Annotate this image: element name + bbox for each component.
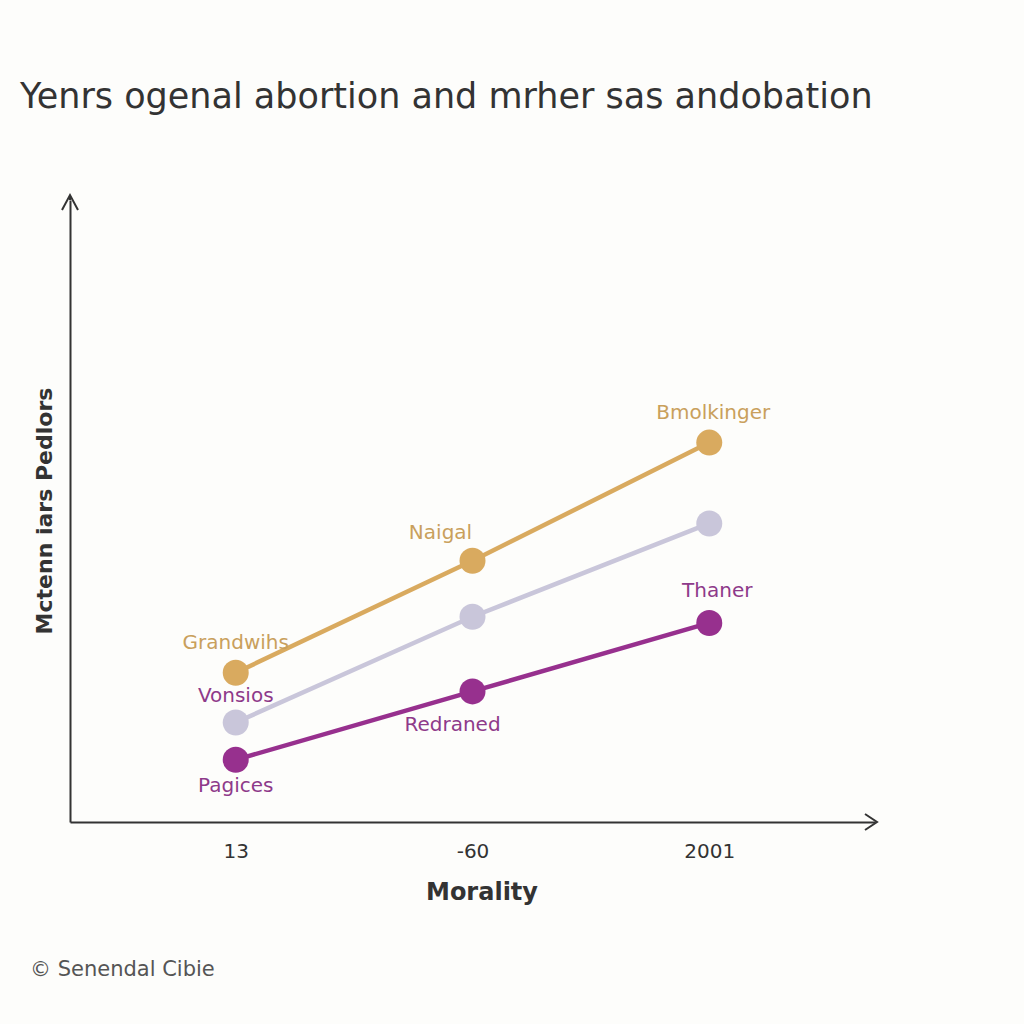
series-point bbox=[696, 430, 722, 456]
annotation: Redraned bbox=[404, 712, 500, 736]
series-point bbox=[223, 660, 249, 686]
annotations: Grandwihs Naigal Bmolkinger Vonsios Pagices R… bbox=[183, 400, 771, 797]
chart: Yenrs ogenal abortion and mrher sas ando… bbox=[0, 0, 1024, 1024]
background bbox=[0, 0, 1024, 1024]
x-axis-line bbox=[71, 822, 876, 824]
series-point bbox=[696, 610, 722, 636]
title: Yenrs ogenal abortion and mrher sas ando… bbox=[19, 76, 873, 116]
series-point bbox=[696, 510, 722, 536]
y-axis-title: Mctenn iars Pedlors bbox=[32, 388, 57, 635]
x-tick: 13 bbox=[224, 822, 249, 863]
plot-area bbox=[223, 430, 723, 773]
annotation: Vonsios bbox=[198, 683, 274, 707]
x-tick-label: 13 bbox=[224, 839, 249, 863]
y-axis-line bbox=[70, 201, 72, 823]
annotation: Naigal bbox=[409, 520, 472, 544]
series-point bbox=[460, 678, 486, 704]
x-axis-title: Morality bbox=[426, 878, 538, 906]
y-arrow bbox=[62, 195, 78, 210]
annotation: Bmolkinger bbox=[656, 400, 771, 424]
y-axis bbox=[70, 201, 71, 823]
x-tick: 2001 bbox=[684, 822, 735, 863]
x-tick: -60 bbox=[457, 822, 490, 863]
series-point bbox=[460, 548, 486, 574]
x-tick-label: -60 bbox=[457, 839, 490, 863]
annotation: Thaner bbox=[681, 578, 753, 602]
series-line bbox=[236, 443, 710, 673]
series-line bbox=[236, 623, 710, 760]
x-tick-label: 2001 bbox=[684, 839, 735, 863]
annotation: Grandwihs bbox=[183, 630, 289, 654]
series-point bbox=[223, 709, 249, 735]
series-line bbox=[236, 523, 710, 722]
x-axis: 13 -60 2001 bbox=[71, 822, 876, 863]
series-point bbox=[460, 604, 486, 630]
footer: © Senendal Cibie bbox=[30, 957, 215, 981]
annotation: Pagices bbox=[198, 773, 273, 797]
x-arrow bbox=[865, 814, 877, 830]
series-point bbox=[223, 747, 249, 773]
